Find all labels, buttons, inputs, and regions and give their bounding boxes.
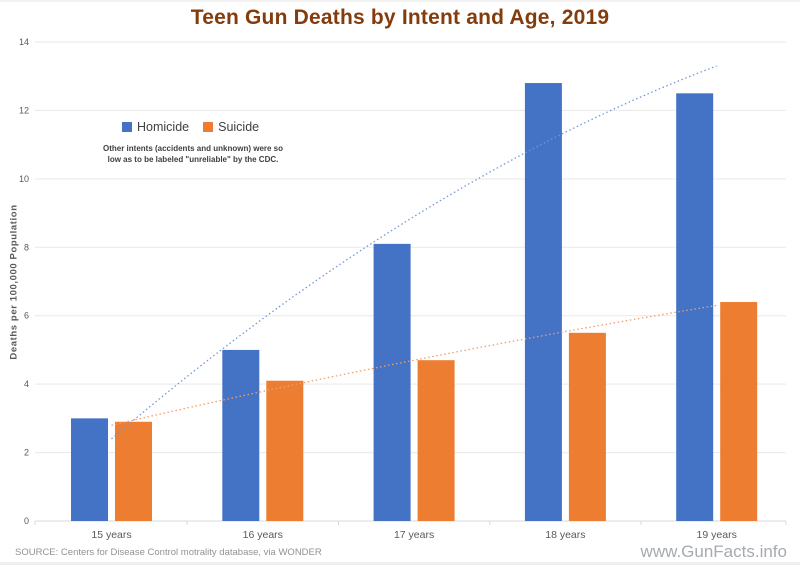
homicide-bar <box>222 349 260 521</box>
y-tick-label: 6 <box>24 311 29 321</box>
suicide-bar <box>115 421 152 521</box>
chart-note-line1: Other intents (accidents and unknown) we… <box>102 144 284 153</box>
y-tick-label: 12 <box>19 105 29 115</box>
x-axis-label: 16 years <box>243 529 283 541</box>
chart-note: Other intents (accidents and unknown) we… <box>98 143 288 165</box>
x-axis-label: 17 years <box>394 529 434 541</box>
legend-item-suicide: Suicide <box>203 120 259 134</box>
bottom-border <box>0 562 800 565</box>
suicide-bar <box>720 302 758 521</box>
suicide-swatch-icon <box>203 122 214 132</box>
legend-label-homicide: Homicide <box>137 120 190 134</box>
x-axis-label: 19 years <box>697 529 737 541</box>
y-tick-label: 0 <box>24 516 29 526</box>
legend-label-suicide: Suicide <box>218 120 260 134</box>
homicide-bar <box>71 418 108 521</box>
homicide-trendline <box>111 65 717 440</box>
y-tick-label: 10 <box>19 174 29 184</box>
source-text: SOURCE: Centers for Disease Control motr… <box>15 547 322 558</box>
suicide-bar <box>568 332 606 521</box>
legend: Homicide Suicide <box>122 120 259 134</box>
chart-note-line2: low as to be labeled "unreliable" by the… <box>107 155 279 164</box>
homicide-bar <box>373 243 411 521</box>
legend-item-homicide: Homicide <box>122 120 189 134</box>
suicide-bar <box>417 360 455 521</box>
y-tick-label: 14 <box>19 37 29 47</box>
suicide-bar <box>266 380 304 521</box>
x-axis-label: 18 years <box>545 529 585 541</box>
homicide-swatch-icon <box>122 122 132 132</box>
y-tick-label: 8 <box>24 242 29 252</box>
suicide-trendline <box>111 304 717 426</box>
watermark: www.GunFacts.info <box>640 542 787 561</box>
y-tick-label: 4 <box>24 379 29 389</box>
homicide-bar <box>524 83 562 522</box>
x-axis-label: 15 years <box>91 529 131 541</box>
chart-title: Teen Gun Deaths by Intent and Age, 2019 <box>190 6 610 29</box>
y-tick-label: 2 <box>24 448 29 458</box>
